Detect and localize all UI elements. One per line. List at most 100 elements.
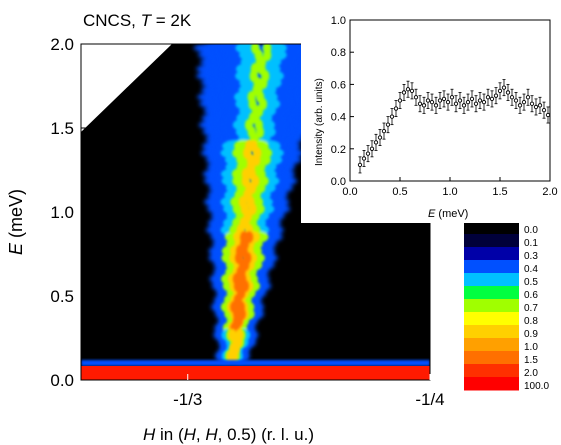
intensity-map <box>193 44 329 362</box>
colorbar-label: 0.8 <box>524 316 538 327</box>
inset-data-point <box>449 88 455 106</box>
inset-data-point <box>525 88 531 106</box>
y-axis-label: E (meV) <box>6 189 26 255</box>
inset-x-axis-label: E (meV) <box>428 208 468 220</box>
x-axis: -1/3 -1/4 <box>173 374 445 409</box>
colorbar-label: 0.4 <box>524 264 538 275</box>
elastic-line <box>81 366 430 380</box>
inset-data <box>357 79 551 174</box>
marker <box>381 128 387 134</box>
marker <box>461 103 467 108</box>
inset-data-point <box>465 93 471 111</box>
marker <box>373 140 379 145</box>
inset-data-point <box>533 98 539 116</box>
marker <box>457 98 463 103</box>
inset-data-point <box>545 106 551 124</box>
intensity-band <box>226 44 272 362</box>
marker <box>401 90 407 95</box>
marker <box>377 135 383 140</box>
inset-data-point <box>493 87 499 105</box>
inset-data-point <box>501 79 507 97</box>
colorbar-swatch <box>464 247 519 261</box>
marker <box>509 95 515 100</box>
inset-data-point <box>369 140 375 158</box>
inset-data-point <box>361 150 367 167</box>
inset-data-point <box>393 100 399 117</box>
y-tick-label: 1.5 <box>50 119 74 138</box>
marker <box>365 151 371 156</box>
colorbar-label: 0.6 <box>524 290 538 301</box>
inset-data-point <box>429 93 435 111</box>
marker <box>493 93 499 98</box>
inset-y-tick-label: 0.6 <box>331 79 346 91</box>
y-tick-label: 0.0 <box>50 371 74 390</box>
y-axis: 0.0 0.5 1.0 1.5 2.0 <box>50 35 87 390</box>
marker <box>405 87 411 92</box>
inset-data-point <box>497 82 503 100</box>
marker <box>453 101 459 106</box>
intensity-patch <box>252 154 261 166</box>
colorbar-swatch <box>464 364 519 378</box>
marker <box>477 98 483 103</box>
marker <box>473 101 479 106</box>
inset-data-point <box>505 84 511 101</box>
marker <box>449 95 455 100</box>
inset-data-point <box>441 90 447 108</box>
colorbar-label: 2.0 <box>524 368 538 379</box>
marker <box>537 103 543 108</box>
marker <box>497 88 503 93</box>
inset-axes: 0.0 0.5 1.0 1.5 2.0 0.0 0.2 0.4 0.6 0.8 1.0 <box>331 15 558 198</box>
marker <box>413 95 419 100</box>
main-title: CNCS, T = 2K <box>83 11 192 30</box>
colorbar-label: 1.5 <box>524 355 538 366</box>
inset-y-tick-label: 0.4 <box>331 112 346 124</box>
inset-data-point <box>481 93 487 111</box>
marker <box>429 99 435 105</box>
marker <box>505 90 511 95</box>
marker <box>369 146 375 151</box>
inset-data-point <box>513 92 519 109</box>
colorbar-swatch <box>464 273 519 287</box>
inset-data-point <box>537 96 543 114</box>
colorbar-label: 1.0 <box>524 342 538 353</box>
marker <box>417 101 423 106</box>
inset-data-point <box>417 95 423 113</box>
inset-x-tick-label: 0.5 <box>392 186 407 198</box>
colorbar-swatch <box>464 325 519 339</box>
colorbar-swatch <box>464 351 519 365</box>
inset-data-point <box>485 88 491 106</box>
colorbar-label: 100.0 <box>524 381 549 392</box>
marker <box>545 112 551 118</box>
y-tick-label: 0.5 <box>50 287 74 306</box>
inset-data-point <box>401 84 407 101</box>
marker <box>521 99 527 105</box>
marker <box>441 96 447 102</box>
y-tick-label: 2.0 <box>50 35 74 54</box>
inset-data-point <box>453 95 459 113</box>
inset-data-point <box>433 96 439 114</box>
inset-data-point <box>473 95 479 113</box>
colorbar-label: 0.9 <box>524 329 538 340</box>
marker <box>465 99 471 105</box>
colorbar-swatch <box>464 312 519 326</box>
inset-data-point <box>389 108 395 126</box>
colorbar: 0.0 0.1 0.3 0.4 0.5 0.6 0.7 0.8 0.9 1.0 1.5 2.0 100.… <box>464 221 549 392</box>
inset-data-point <box>373 133 379 151</box>
inset-x-tick-label: 1.5 <box>492 186 507 198</box>
marker <box>385 122 391 127</box>
intensity-patch <box>263 49 272 61</box>
inset-y-tick-label: 0.0 <box>331 176 346 188</box>
marker <box>469 96 475 102</box>
marker <box>409 88 415 93</box>
inset-data-point <box>409 82 415 100</box>
inset-data-point <box>437 92 443 109</box>
colorbar-swatch <box>464 338 519 352</box>
intensity-patch <box>256 126 265 138</box>
marker <box>437 98 443 103</box>
inset-data-point <box>365 145 371 163</box>
inset-data-point <box>517 96 523 114</box>
colorbar-swatch <box>464 286 519 300</box>
colorbar-swatch <box>464 260 519 274</box>
colorbar-swatch <box>464 234 519 248</box>
